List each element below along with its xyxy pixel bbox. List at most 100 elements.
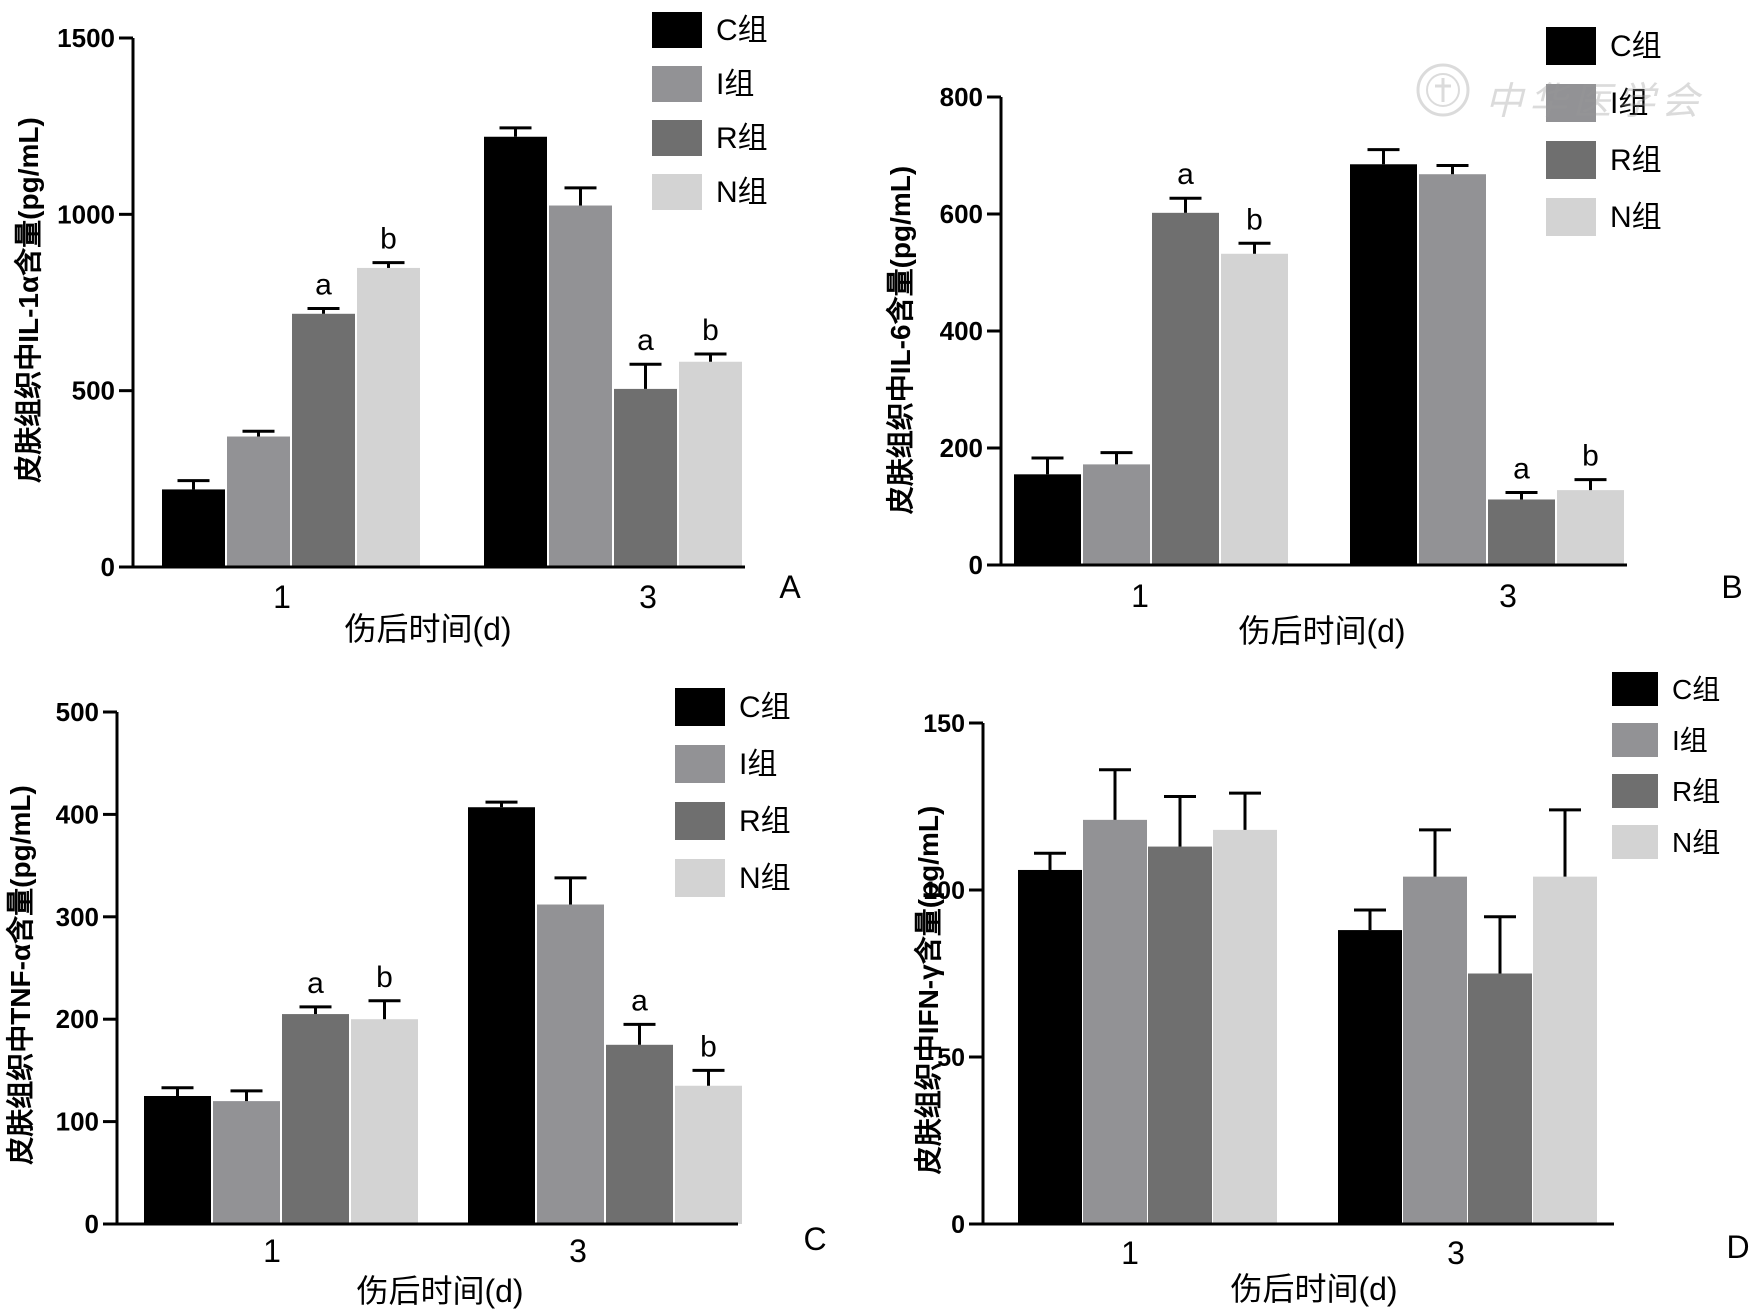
bar-c-day1 bbox=[1014, 474, 1081, 565]
legend-swatch-c bbox=[675, 688, 725, 726]
y-tick-label: 1500 bbox=[57, 23, 115, 53]
x-tick-label: 3 bbox=[1499, 578, 1517, 614]
legend-swatch-n bbox=[1546, 198, 1596, 236]
legend-swatch-i bbox=[675, 745, 725, 783]
x-axis-title: 伤后时间(d) bbox=[356, 1273, 523, 1309]
y-tick-label: 150 bbox=[923, 710, 965, 738]
bar-c-day3 bbox=[1338, 930, 1402, 1224]
bar-n-day1 bbox=[1213, 829, 1277, 1224]
bar-n-day1 bbox=[357, 267, 420, 567]
y-tick-label: 500 bbox=[56, 697, 99, 727]
y-tick-label: 200 bbox=[940, 433, 983, 463]
significance-label: b bbox=[376, 961, 393, 994]
bar-c-day1 bbox=[162, 489, 225, 567]
legend-label: N组 bbox=[1672, 827, 1720, 858]
legend-swatch-c bbox=[652, 12, 702, 48]
bar-c-day1 bbox=[1018, 869, 1082, 1224]
bar-i-day3 bbox=[549, 205, 612, 567]
chart-panel-c: a b a b 0 100 200 300 400 500 1 3 伤后时间(d) 皮肤组织中TNF-α含… bbox=[0, 650, 870, 1311]
bar-r-day1 bbox=[292, 313, 355, 567]
legend-label: R组 bbox=[1610, 144, 1662, 177]
bar-r-day1 bbox=[1152, 212, 1219, 565]
legend-label: R组 bbox=[1672, 776, 1720, 807]
bar-n-day3 bbox=[1557, 490, 1624, 565]
y-tick-label: 0 bbox=[85, 1209, 99, 1239]
x-axis-title: 伤后时间(d) bbox=[1230, 1271, 1397, 1307]
legend-swatch-c bbox=[1612, 672, 1658, 706]
legend-label: C组 bbox=[716, 14, 768, 47]
y-tick-label: 100 bbox=[56, 1107, 99, 1137]
bar-i-day1 bbox=[1083, 819, 1147, 1224]
bar-c-day3 bbox=[1350, 164, 1417, 565]
bar-c-day3 bbox=[484, 136, 547, 567]
x-tick-label: 3 bbox=[569, 1233, 587, 1269]
x-tick-label: 3 bbox=[1447, 1235, 1465, 1271]
significance-label: a bbox=[637, 324, 654, 357]
legend-swatch-r bbox=[1612, 774, 1658, 808]
legend-swatch-r bbox=[675, 802, 725, 840]
y-tick-label: 400 bbox=[56, 799, 99, 829]
bar-i-day1 bbox=[1083, 464, 1150, 565]
legend-swatch-n bbox=[1612, 825, 1658, 859]
legend-swatch-i bbox=[652, 66, 702, 102]
significance-label: a bbox=[307, 967, 324, 1000]
significance-label: a bbox=[631, 984, 648, 1017]
x-tick-label: 1 bbox=[1131, 578, 1149, 614]
bar-r-day3 bbox=[1468, 973, 1532, 1224]
legend-label: I组 bbox=[1672, 725, 1708, 756]
bar-r-day3 bbox=[1488, 499, 1555, 565]
bar-i-day3 bbox=[1403, 876, 1467, 1224]
bar-c-day3 bbox=[468, 807, 535, 1224]
chart-svg: a b a b 0 500 1000 1500 1 3 伤后时间(d) 皮肤组织中IL-1α含量(pg… bbox=[12, 12, 801, 647]
y-tick-label: 600 bbox=[940, 199, 983, 229]
panel-label: D bbox=[1726, 1229, 1749, 1265]
bar-i-day3 bbox=[1419, 174, 1486, 565]
y-tick-label: 800 bbox=[940, 82, 983, 112]
x-tick-label: 3 bbox=[639, 579, 657, 615]
legend-label: N组 bbox=[739, 862, 791, 895]
significance-label: b bbox=[702, 314, 719, 347]
chart-svg: 0 50 100 150 1 3 伤后时间(d) 皮肤组织中IFN-γ含量(pg/mL) D C组… bbox=[912, 672, 1750, 1307]
legend-label: C组 bbox=[1672, 674, 1720, 705]
legend-swatch-n bbox=[675, 859, 725, 897]
bar-n-day3 bbox=[675, 1085, 742, 1224]
x-tick-label: 1 bbox=[263, 1233, 281, 1269]
chart-svg: a b a b 0 200 400 600 800 1 3 伤后时间(d) 皮肤组织中IL-6含量(pg… bbox=[884, 27, 1743, 649]
significance-label: a bbox=[315, 268, 332, 301]
legend-swatch-i bbox=[1546, 84, 1596, 122]
y-tick-label: 1000 bbox=[57, 199, 115, 229]
y-tick-label: 200 bbox=[56, 1004, 99, 1034]
bar-r-day1 bbox=[1148, 846, 1212, 1224]
legend-label: C组 bbox=[739, 691, 791, 724]
legend-label: I组 bbox=[716, 68, 754, 101]
legend-label: R组 bbox=[739, 805, 791, 838]
y-axis-title: 皮肤组织中IFN-γ含量(pg/mL) bbox=[912, 806, 944, 1175]
legend-swatch-r bbox=[1546, 141, 1596, 179]
legend-label: N组 bbox=[1610, 201, 1662, 234]
y-tick-label: 300 bbox=[56, 902, 99, 932]
chart-panel-d: 0 50 100 150 1 3 伤后时间(d) 皮肤组织中IFN-γ含量(pg/mL) D C组… bbox=[870, 650, 1756, 1311]
y-tick-label: 400 bbox=[940, 316, 983, 346]
chart-svg: a b a b 0 100 200 300 400 500 1 3 伤后时间(d) 皮肤组织中TNF-α含… bbox=[4, 688, 827, 1309]
x-tick-label: 1 bbox=[1121, 1235, 1139, 1271]
panel-label: C bbox=[803, 1221, 826, 1257]
legend-label: I组 bbox=[739, 748, 777, 781]
significance-label: b bbox=[1246, 203, 1263, 236]
bar-c-day1 bbox=[144, 1096, 211, 1224]
y-tick-label: 100 bbox=[923, 877, 965, 905]
bar-r-day3 bbox=[606, 1044, 673, 1224]
bar-r-day1 bbox=[282, 1014, 349, 1224]
significance-label: a bbox=[1513, 452, 1530, 485]
significance-label: b bbox=[700, 1030, 717, 1063]
x-axis-title: 伤后时间(d) bbox=[344, 611, 511, 647]
y-axis-title: 皮肤组织中IL-1α含量(pg/mL) bbox=[12, 117, 44, 483]
legend-label: N组 bbox=[716, 176, 768, 209]
panel-label: A bbox=[779, 569, 801, 605]
seal-icon bbox=[1416, 63, 1470, 117]
legend-swatch-c bbox=[1546, 27, 1596, 65]
y-tick-label: 0 bbox=[969, 550, 983, 580]
y-tick-label: 500 bbox=[72, 376, 115, 406]
watermark: 中华医学会 bbox=[1415, 62, 1735, 123]
x-tick-label: 1 bbox=[273, 579, 291, 615]
